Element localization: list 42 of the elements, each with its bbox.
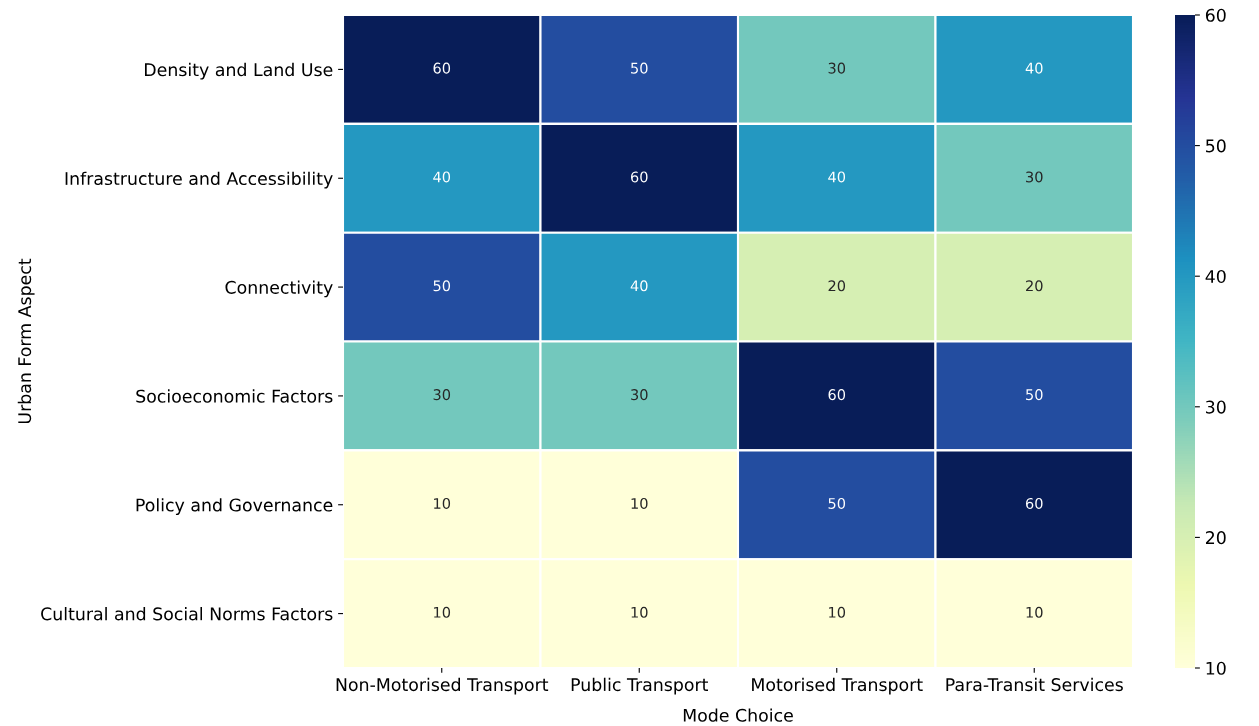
- data-label: 30: [1026, 171, 1043, 183]
- data-label: 60: [828, 389, 846, 401]
- data-label: 10: [434, 497, 451, 509]
- data-label: 10: [829, 606, 846, 618]
- x-tick-label: Motorised Transport: [752, 677, 923, 695]
- color-bar-label: 30: [1206, 400, 1226, 414]
- data-label: 40: [1025, 62, 1043, 74]
- x-axis-title: Mode Choice: [683, 708, 793, 722]
- x-tick-label: Public Transport: [571, 677, 709, 695]
- data-label: 30: [631, 389, 648, 401]
- color-bar-label: 20: [1205, 531, 1226, 545]
- data-label: 20: [1026, 280, 1043, 292]
- y-tick-label: Infrastructure and Accessibility: [65, 171, 333, 189]
- data-label: 10: [631, 497, 648, 509]
- data-label: 40: [828, 171, 846, 183]
- color-bar-label: 10: [1206, 661, 1226, 675]
- x-tick-label: Para-Transit Services: [946, 677, 1123, 692]
- y-tick-label: Cultural and Social Norms Factors: [41, 606, 333, 621]
- data-label: 60: [433, 62, 451, 74]
- data-label: 10: [1026, 606, 1043, 618]
- y-tick-label: Policy and Governance: [136, 498, 333, 515]
- data-label: 60: [1025, 497, 1043, 509]
- color-bar-label: 60: [1205, 8, 1226, 22]
- data-label: 60: [630, 171, 648, 183]
- data-label: 30: [828, 62, 846, 74]
- color-bar-label: 40: [1205, 269, 1226, 284]
- y-tick-label: Density and Land Use: [144, 62, 333, 80]
- data-label: 40: [433, 171, 451, 183]
- data-label: 50: [1026, 389, 1043, 401]
- data-label: 50: [828, 497, 846, 509]
- y-axis-title: Urban Form Aspect: [17, 258, 35, 424]
- color-bar-label: 50: [1206, 139, 1226, 153]
- y-tick-label: Connectivity: [225, 280, 333, 298]
- y-tick-label: Socioeconomic Factors: [136, 389, 333, 403]
- data-label: 30: [433, 389, 451, 401]
- data-label: 20: [828, 280, 846, 292]
- data-label: 10: [434, 606, 451, 618]
- x-tick-label: Non-Motorised Transport: [336, 677, 549, 695]
- data-label: 40: [630, 280, 648, 292]
- data-label: 50: [433, 280, 451, 292]
- data-label: 10: [631, 606, 648, 618]
- data-label: 50: [631, 62, 648, 74]
